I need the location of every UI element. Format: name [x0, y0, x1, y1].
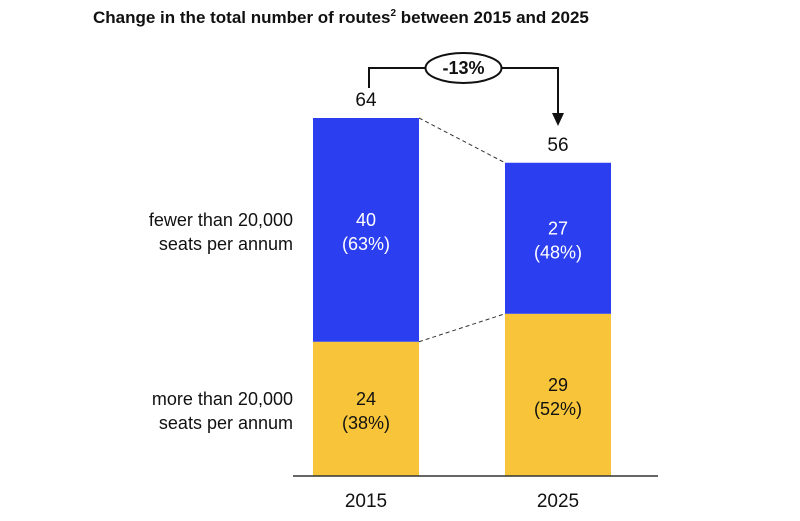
value-label: 40 [356, 210, 376, 230]
bar-2025-more-than-20000 [505, 313, 611, 476]
bar-2015-more-than-20000 [313, 341, 419, 476]
legend-label: fewer than 20,000 [149, 210, 293, 230]
legend-label: seats per annum [159, 234, 293, 254]
value-label: 29 [548, 375, 568, 395]
legend-label: seats per annum [159, 413, 293, 433]
share-label: (48%) [534, 242, 582, 262]
x-tick-2025: 2025 [537, 491, 579, 512]
total-label-2015: 64 [355, 90, 377, 111]
labels-group: 24 (38%) 40 (63%) 64 2015 29 (52%) 27 (48%) 56 2025… [149, 52, 582, 512]
value-label: 27 [548, 218, 568, 238]
bar-2015-fewer-than-20000 [313, 118, 419, 342]
bars-group [313, 118, 611, 476]
legend-label: more than 20,000 [152, 389, 293, 409]
value-label: 24 [356, 389, 376, 409]
total-label-2025: 56 [547, 135, 568, 156]
connector-line [418, 313, 506, 343]
chart-title: Change in the total number of routes2 be… [93, 8, 589, 27]
arrow-head-icon [552, 113, 564, 126]
bar-2025-fewer-than-20000 [505, 162, 611, 314]
connector-lines [418, 117, 506, 343]
share-label: (38%) [342, 413, 390, 433]
connector-line [418, 117, 506, 164]
share-label: (52%) [534, 399, 582, 419]
x-tick-2015: 2015 [345, 491, 387, 512]
share-label: (63%) [342, 234, 390, 254]
change-label: -13% [442, 58, 484, 78]
change-badge [424, 52, 503, 84]
